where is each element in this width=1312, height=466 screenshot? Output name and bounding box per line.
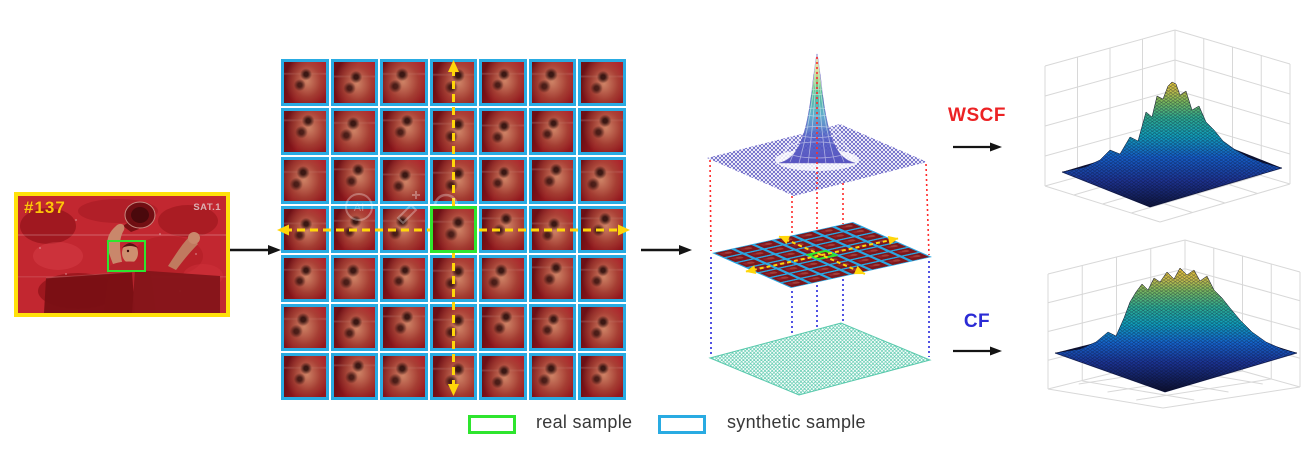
synthetic-sample-cell: [528, 255, 577, 302]
synthetic-sample-cell: [380, 108, 428, 155]
synthetic-sample-cell: [380, 255, 428, 302]
synthetic-sample-cell: [380, 59, 428, 106]
arrowhead-icon: [448, 60, 459, 72]
synthetic-sample-cell: [528, 108, 577, 155]
plane-scan-arrows: [745, 235, 899, 275]
target-bounding-box: [107, 240, 146, 272]
channel-logo: SAT.1: [193, 202, 221, 213]
synthetic-sample-cell: [578, 59, 626, 106]
correlation-stack: [707, 53, 933, 396]
arrowhead-icon: [679, 245, 692, 255]
synthetic-sample-cell: [578, 255, 626, 302]
synthetic-sample-cell: [330, 157, 379, 204]
synthetic-sample-cell: [380, 304, 428, 351]
arrowhead-icon: [277, 224, 289, 236]
synthetic-sample-cell: [479, 59, 527, 106]
synthetic-sample-cell: [479, 108, 527, 155]
synthetic-sample-cell: [528, 304, 577, 351]
wscf-response-surface: [1044, 29, 1291, 223]
surface: [1054, 267, 1298, 393]
megaphone-icon: [123, 201, 156, 232]
synthetic-sample-cell: [479, 353, 527, 400]
cf-response-surface: [1047, 239, 1301, 409]
synthetic-sample-cell: [281, 157, 329, 204]
real-sample-label: real sample: [536, 412, 633, 432]
synthetic-sample-cell: [330, 353, 379, 400]
arrowhead-icon: [887, 235, 899, 245]
synthetic-sample-cell: [479, 255, 527, 302]
synthetic-sample-cell: [281, 108, 329, 155]
synthetic-sample-cell: [281, 59, 329, 106]
synthetic-sample-label: synthetic sample: [727, 412, 866, 432]
synthetic-sample-cell: [528, 157, 577, 204]
synthetic-sample-cell: [479, 304, 527, 351]
pen-icon: [396, 191, 420, 225]
synthetic-sample-cell: [578, 353, 626, 400]
real-sample-swatch: [468, 415, 516, 434]
synthetic-sample-cell: [578, 108, 626, 155]
wscf-label: WSCF: [948, 105, 1006, 126]
arrowhead-icon: [990, 346, 1002, 356]
synthetic-sample-cell: [330, 59, 379, 106]
flow-arrow-1: [230, 245, 281, 255]
synthetic-sample-cell: [578, 304, 626, 351]
synthetic-sample-cell: [380, 353, 428, 400]
arrowhead-icon: [853, 265, 865, 275]
video-frame: #137 SAT.1: [14, 192, 230, 317]
cf-label: CF: [963, 311, 991, 332]
arrowhead-icon: [448, 384, 459, 396]
synthetic-sample-cell: [281, 353, 329, 400]
arrowhead-icon: [779, 235, 791, 245]
arrowhead-icon: [268, 245, 281, 255]
synthetic-sample-cell: [578, 157, 626, 204]
surface: [1061, 81, 1283, 208]
synthetic-sample-cell: [528, 353, 577, 400]
synthetic-sample-cell: [281, 255, 329, 302]
real-sample-cell: [429, 206, 478, 253]
gaussian-label-plane: [707, 53, 927, 196]
arrowhead-icon: [990, 142, 1002, 152]
synthetic-sample-cell: [528, 59, 577, 106]
synthetic-sample-cell: [330, 108, 379, 155]
foreground-banners: [44, 270, 220, 313]
ai-badge-text: AI: [354, 202, 364, 214]
cf-arrow: [953, 346, 1002, 356]
synthetic-sample-cell: [380, 157, 428, 204]
arrowhead-icon: [618, 224, 630, 236]
synthetic-sample-cell: [330, 304, 379, 351]
synthetic-sample-cell: [330, 255, 379, 302]
frame-number: #137: [24, 198, 66, 217]
sample-plane: [712, 221, 933, 288]
synthetic-sample-swatch: [658, 415, 706, 434]
ai-badge-icon: [345, 193, 373, 221]
flow-arrow-2: [641, 245, 692, 255]
red-guide-lines: [709, 57, 930, 256]
synthetic-sample-cell: [281, 304, 329, 351]
arrowhead-icon: [745, 265, 757, 275]
flat-base-plane: [708, 322, 932, 396]
crowd-scene: [18, 196, 226, 313]
synthetic-sample-cell: [479, 157, 527, 204]
wscf-arrow: [953, 142, 1002, 152]
